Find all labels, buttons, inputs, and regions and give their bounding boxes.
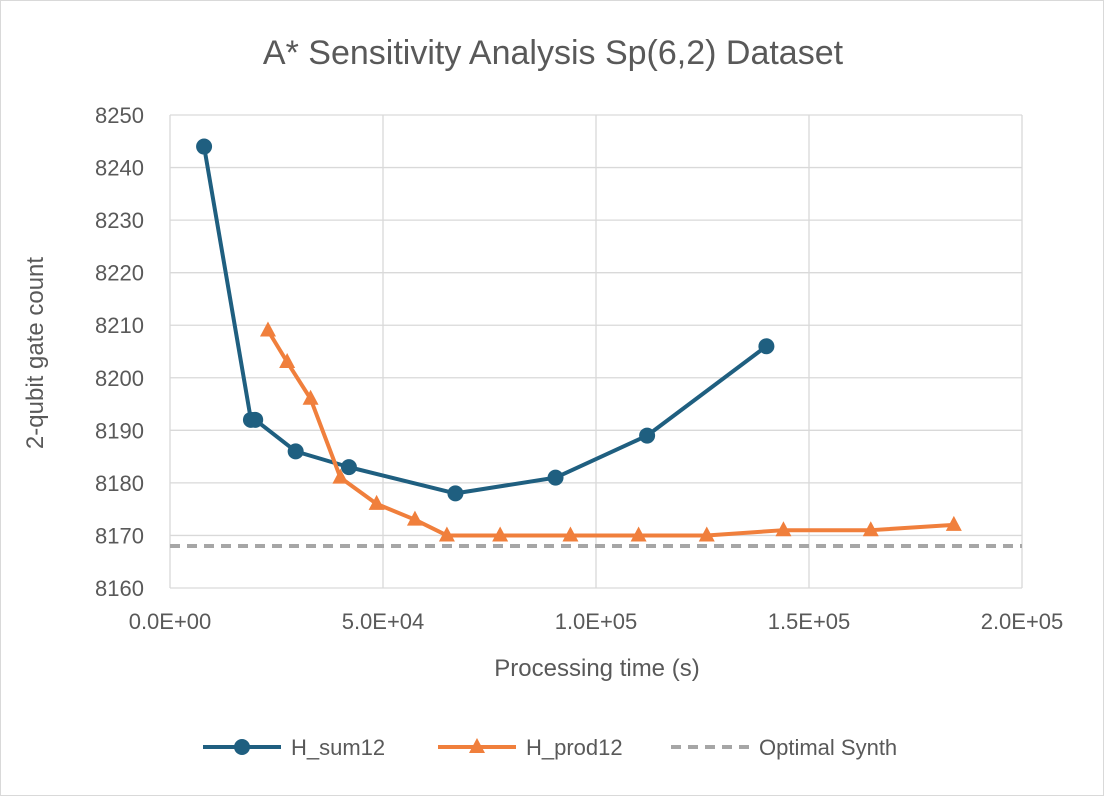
x-tick-label: 1.5E+05 — [768, 609, 851, 634]
y-tick-label: 8170 — [95, 523, 144, 548]
y-tick-label: 8240 — [95, 156, 144, 181]
data-point — [547, 469, 564, 486]
series-h-sum12 — [196, 138, 775, 502]
legend-item-h-prod12: H_prod12 — [438, 735, 623, 760]
data-point — [279, 353, 296, 369]
legend-marker — [469, 738, 485, 753]
x-tick-label: 5.0E+04 — [342, 609, 425, 634]
series-layer — [170, 138, 1022, 548]
y-tick-label: 8220 — [95, 261, 144, 286]
data-point — [302, 389, 319, 405]
legend-label: H_prod12 — [526, 735, 623, 760]
data-point — [639, 427, 656, 444]
data-point — [332, 468, 349, 484]
y-axis-ticks: 8160 8170 8180 8190 8200 8210 8220 8230 8240 8250 — [95, 103, 144, 601]
data-point — [340, 459, 357, 476]
legend-item-h-sum12: H_sum12 — [203, 735, 385, 760]
y-axis-label: 2-qubit gate count — [22, 257, 49, 449]
series-line-h-prod12 — [265, 328, 956, 538]
data-point — [406, 510, 423, 526]
data-point — [492, 526, 509, 542]
data-point — [945, 515, 962, 531]
gridlines — [169, 114, 1023, 589]
y-tick-label: 8230 — [95, 208, 144, 233]
x-axis-label: Processing time (s) — [494, 655, 699, 682]
legend-marker — [234, 739, 250, 755]
x-axis-ticks: 0.0E+00 5.0E+04 1.0E+05 1.5E+05 2.0E+05 — [129, 609, 1064, 634]
data-point — [287, 443, 304, 460]
x-tick-label: 0.0E+00 — [129, 609, 212, 634]
y-tick-label: 8250 — [95, 103, 144, 128]
data-point — [196, 138, 213, 155]
legend: H_sum12 H_prod12 Optimal Synth — [203, 735, 897, 760]
legend-label: H_sum12 — [291, 735, 385, 760]
data-point — [862, 521, 879, 537]
data-point — [368, 494, 385, 510]
data-point — [758, 338, 775, 355]
data-point — [438, 526, 455, 542]
x-tick-label: 2.0E+05 — [981, 609, 1064, 634]
x-tick-label: 1.0E+05 — [555, 609, 638, 634]
y-tick-label: 8180 — [95, 471, 144, 496]
data-point — [259, 321, 276, 337]
legend-item-optimal-synth: Optimal Synth — [671, 735, 897, 760]
series-h-prod12 — [259, 321, 962, 542]
y-tick-label: 8160 — [95, 576, 144, 601]
data-point — [698, 526, 715, 542]
data-point — [775, 521, 792, 537]
chart-title: A* Sensitivity Analysis Sp(6,2) Dataset — [263, 34, 844, 72]
series-line-h-sum12 — [202, 144, 769, 496]
y-tick-label: 8200 — [95, 366, 144, 391]
legend-label: Optimal Synth — [759, 735, 897, 760]
data-point — [562, 526, 579, 542]
y-tick-label: 8190 — [95, 418, 144, 443]
data-point — [630, 526, 647, 542]
data-point — [247, 411, 264, 428]
data-point — [447, 485, 464, 502]
y-tick-label: 8210 — [95, 313, 144, 338]
